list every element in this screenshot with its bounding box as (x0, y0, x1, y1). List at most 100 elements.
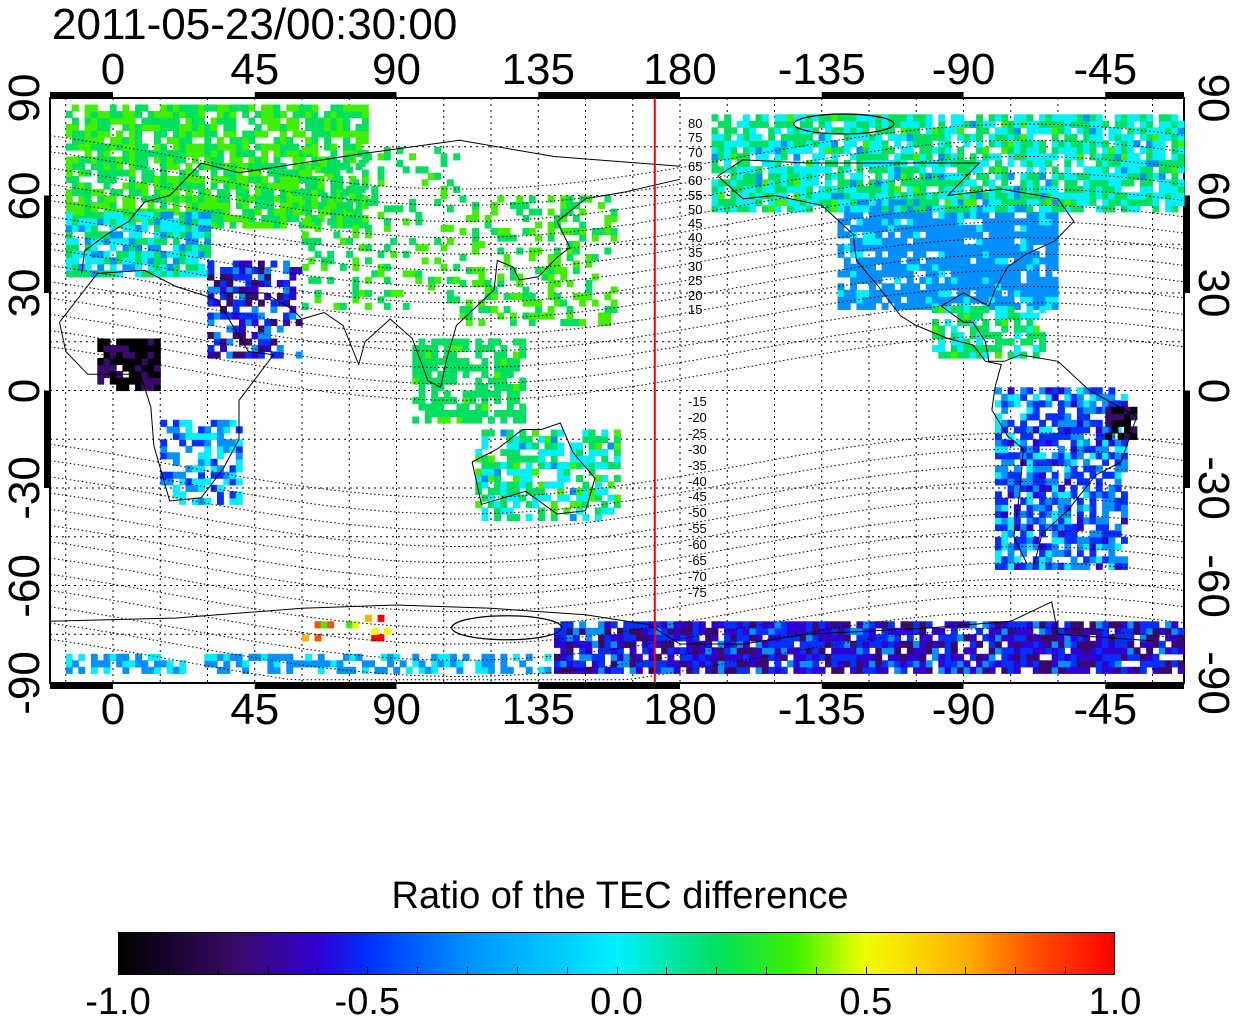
tec-cell (509, 234, 517, 242)
tec-cell (147, 384, 155, 392)
tec-cell (1007, 543, 1015, 551)
tec-cell (1089, 127, 1097, 135)
tec-cell (179, 491, 187, 499)
tec-cell (428, 276, 435, 284)
tec-cell (412, 377, 420, 385)
tec-cell (843, 166, 851, 174)
tec-cell (122, 156, 130, 164)
tec-cell (1076, 452, 1084, 460)
tec-cell (226, 351, 234, 359)
tec-cell (743, 114, 750, 122)
tec-cell (1076, 497, 1084, 505)
tec-cell (1127, 666, 1135, 674)
tec-cell (1045, 231, 1053, 239)
tec-cell (1171, 185, 1179, 193)
tec-cell (456, 403, 464, 411)
tec-cell (1177, 198, 1185, 206)
tec-cell (717, 146, 725, 154)
tec-cell (843, 244, 851, 252)
tec-cell (881, 257, 889, 265)
tec-cell (604, 647, 612, 655)
tec-cell (352, 211, 360, 219)
tec-cell (944, 257, 952, 265)
lat-tick-left: -30 (0, 456, 49, 520)
tec-cell (579, 228, 587, 236)
tec-cell (1032, 120, 1040, 128)
tec-cell (906, 153, 914, 161)
tec-cell (881, 263, 889, 271)
tec-cell (856, 660, 864, 668)
tec-cell (1045, 192, 1053, 200)
tec-cell (1121, 445, 1128, 453)
tec-cell (598, 312, 605, 320)
tec-cell (1007, 621, 1015, 629)
tec-cell (595, 481, 602, 489)
tec-cell (160, 419, 168, 427)
tec-cell (1064, 523, 1072, 531)
tec-cell (229, 653, 237, 661)
tec-cell (223, 478, 231, 486)
tec-cell (141, 358, 149, 366)
tec-cell (900, 289, 908, 297)
tec-cell (579, 299, 587, 307)
tec-cell (232, 299, 240, 307)
tec-cell (330, 143, 338, 151)
tec-cell (843, 205, 851, 213)
tec-cell (698, 647, 706, 655)
tec-cell (153, 270, 161, 278)
tec-cell (554, 293, 561, 301)
tec-cell (1001, 133, 1009, 141)
tec-cell (336, 202, 344, 210)
tec-cell (72, 189, 79, 197)
tec-cell (995, 172, 1002, 180)
tec-cell (1070, 114, 1078, 122)
tec-cell (254, 156, 262, 164)
tec-cell (604, 195, 612, 203)
tec-cell (1020, 198, 1028, 206)
tec-cell (494, 507, 501, 515)
tec-cell (242, 202, 250, 210)
tec-cell (103, 143, 111, 151)
tec-cell (1001, 205, 1009, 213)
tec-cell (1152, 133, 1160, 141)
tec-cell (982, 244, 990, 252)
tec-cell (185, 250, 193, 258)
tec-cell (191, 169, 199, 177)
tec-cell (957, 172, 965, 180)
tec-cell (950, 325, 958, 333)
tec-cell (604, 666, 612, 674)
tec-cell (1117, 419, 1125, 427)
tec-cell (172, 195, 180, 203)
tec-cell (443, 390, 451, 398)
tec-cell (377, 270, 385, 278)
tec-cell (1076, 543, 1084, 551)
tec-cell (576, 455, 583, 463)
tec-cell (336, 130, 344, 138)
tec-cell (862, 198, 870, 206)
tec-cell (519, 403, 527, 411)
tec-cell (1083, 185, 1091, 193)
tec-cell (405, 666, 413, 674)
tec-cell (210, 130, 218, 138)
tec-cell (103, 358, 111, 366)
tec-cell (976, 250, 983, 258)
tec-cell (579, 621, 587, 629)
tec-cell (446, 296, 454, 304)
tec-cell (500, 481, 508, 489)
tec-cell (1058, 484, 1065, 492)
tec-cell (1076, 192, 1084, 200)
tec-cell (963, 192, 971, 200)
tec-cell (1146, 133, 1154, 141)
tec-cell (976, 166, 983, 174)
tec-cell (1146, 172, 1154, 180)
tec-cell (544, 481, 552, 489)
tec-cell (103, 345, 111, 353)
tec-cell (412, 653, 420, 661)
tec-cell (894, 653, 902, 661)
tec-cell (352, 296, 360, 304)
tec-cell (1051, 647, 1059, 655)
tec-cell (1108, 172, 1116, 180)
tec-cell (223, 419, 231, 427)
tec-cell (327, 172, 335, 180)
tec-cell (1076, 634, 1084, 642)
